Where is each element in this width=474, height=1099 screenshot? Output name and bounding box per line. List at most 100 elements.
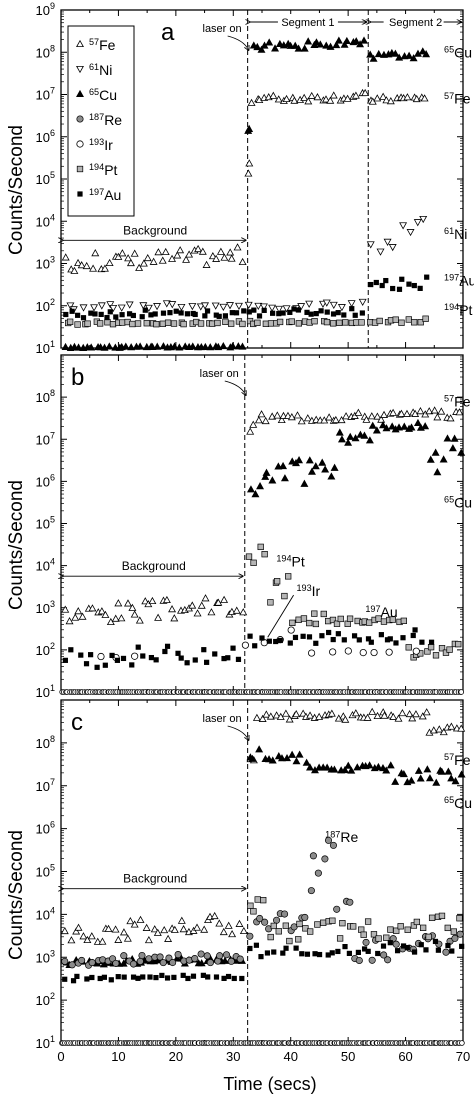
data-point	[333, 620, 341, 627]
data-point	[194, 244, 203, 253]
data-point	[97, 302, 106, 310]
data-point	[177, 916, 186, 924]
data-point	[370, 648, 378, 657]
data-point	[323, 318, 331, 326]
data-point	[260, 896, 267, 904]
data-point	[193, 923, 201, 931]
data-point	[321, 465, 330, 473]
data-point	[300, 93, 309, 101]
data-point	[341, 312, 347, 318]
data-point	[131, 652, 139, 660]
data-point	[153, 342, 162, 350]
data-point	[229, 310, 235, 316]
data-point	[305, 300, 314, 308]
data-point	[382, 96, 391, 104]
data-point	[288, 457, 297, 465]
data-point	[158, 256, 167, 264]
data-point	[247, 902, 254, 909]
data-point	[394, 714, 403, 722]
series-cu	[246, 418, 466, 498]
data-point	[83, 661, 90, 667]
data-point	[74, 343, 83, 351]
laser-on-arrow	[227, 35, 249, 50]
data-point	[451, 777, 460, 785]
data-point	[295, 307, 302, 313]
data-point	[206, 343, 215, 351]
data-point	[164, 319, 172, 326]
data-point	[236, 955, 244, 963]
data-point	[80, 315, 87, 321]
data-point	[301, 913, 309, 921]
data-point	[136, 915, 145, 923]
data-point	[136, 342, 145, 350]
data-point	[149, 257, 158, 265]
data-point	[261, 918, 269, 926]
legend-label: 187Re	[89, 112, 122, 128]
data-point	[100, 264, 109, 272]
data-point	[422, 708, 431, 716]
series-pt	[245, 543, 462, 661]
data-point	[227, 957, 235, 965]
data-point	[304, 97, 313, 105]
data-point	[459, 943, 465, 949]
data-point	[337, 435, 346, 443]
data-point	[283, 945, 289, 951]
data-point	[326, 629, 332, 636]
series-re	[61, 836, 464, 969]
data-point	[142, 923, 151, 931]
data-point	[315, 712, 324, 720]
data-point	[374, 49, 383, 58]
data-point	[216, 313, 222, 319]
data-point	[254, 896, 261, 903]
x-tick-label: 50	[341, 1049, 355, 1064]
data-point	[361, 946, 368, 952]
data-point	[356, 637, 362, 643]
data-point	[416, 774, 425, 782]
data-point	[307, 887, 315, 895]
data-point	[448, 444, 457, 452]
data-point	[455, 408, 464, 416]
data-point	[405, 644, 412, 651]
data-point	[267, 933, 274, 941]
data-point	[307, 467, 316, 475]
data-point	[423, 947, 429, 953]
data-point	[379, 92, 388, 100]
series-baseline	[59, 689, 465, 695]
data-point	[253, 942, 260, 948]
data-point	[316, 951, 323, 958]
data-point	[78, 956, 86, 964]
segment-2-label: Segment 2	[389, 17, 442, 29]
data-point	[136, 957, 144, 965]
data-point	[226, 248, 235, 256]
data-point	[101, 610, 110, 618]
data-point	[307, 649, 316, 657]
data-point	[292, 710, 301, 718]
data-point	[207, 608, 216, 616]
data-point	[118, 249, 127, 257]
data-point	[77, 261, 86, 269]
data-point	[327, 709, 336, 717]
data-point	[160, 925, 169, 934]
data-point	[398, 708, 407, 717]
data-point	[428, 914, 436, 921]
data-point	[170, 614, 179, 622]
data-point	[412, 647, 420, 655]
data-point	[148, 312, 154, 318]
data-point	[246, 427, 255, 435]
y-tick-label: 104	[36, 905, 55, 922]
data-point	[342, 944, 348, 950]
data-point	[325, 952, 331, 958]
data-point	[300, 615, 308, 622]
series-fe	[61, 88, 429, 274]
data-point	[395, 423, 403, 431]
data-point	[219, 341, 228, 350]
data-point	[114, 657, 121, 663]
data-point	[188, 342, 197, 350]
data-point	[375, 950, 381, 957]
data-point	[324, 309, 330, 315]
data-point	[210, 911, 219, 920]
data-point	[247, 633, 253, 639]
data-point	[153, 928, 162, 936]
data-point	[414, 766, 423, 774]
data-point	[403, 93, 412, 101]
